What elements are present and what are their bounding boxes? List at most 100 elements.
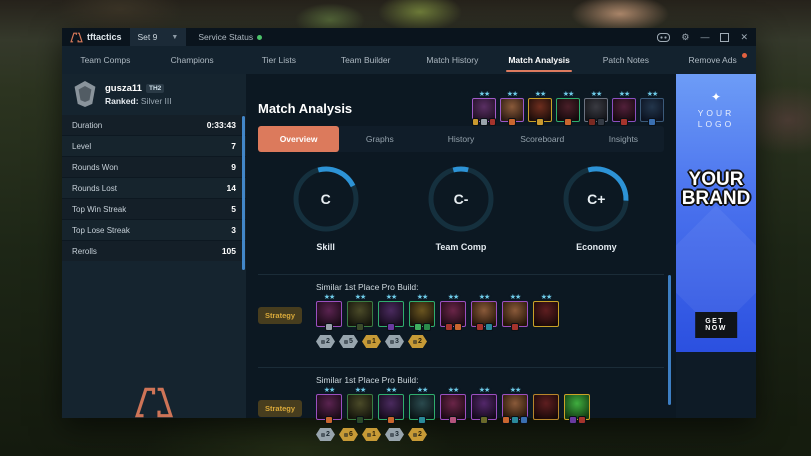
champion-tile[interactable]: ★★ xyxy=(316,387,342,424)
champion-tile[interactable]: ★★ xyxy=(502,294,528,331)
stat-row-rounds-lost: Rounds Lost 14 xyxy=(62,178,246,198)
champion-tile[interactable]: ★★ xyxy=(502,387,528,424)
titlebar: tftactics Set 9 ▼ Service Status ⚙ — ✕ xyxy=(62,28,756,46)
item-icons xyxy=(556,118,580,126)
champion-tile[interactable]: ★★ xyxy=(584,91,608,126)
nav-tab-champions[interactable]: Champions xyxy=(149,46,236,74)
service-status[interactable]: Service Status xyxy=(198,32,263,42)
ad-banner[interactable]: ✦ YOUR LOGO YOUR BRAND GET NOW xyxy=(676,74,756,352)
sidebar-scrollbar[interactable] xyxy=(242,116,245,270)
nav-tab-match-analysis[interactable]: Match Analysis xyxy=(496,46,583,74)
main-content: Match Analysis ★★ ★★ ★★ ★★ ★★ ★★ ★★ Overview Gr… xyxy=(246,74,676,441)
pro-build-row: Strategy Similar 1st Place Pro Build: ★★ ★★… xyxy=(258,275,664,357)
champion-tile[interactable]: ★★ xyxy=(612,91,636,126)
trait-count: 2 xyxy=(418,431,422,438)
item-icon xyxy=(648,118,656,126)
item-icon xyxy=(488,118,496,126)
champion-tile[interactable]: ★★ xyxy=(500,91,524,126)
trait-count: 1 xyxy=(372,431,376,438)
settings-gear-icon[interactable]: ⚙ xyxy=(681,31,690,42)
nav-tab-label: Match Analysis xyxy=(508,55,570,65)
champion-portrait xyxy=(347,394,373,420)
item-icon xyxy=(596,118,605,126)
nav-tab-match-history[interactable]: Match History xyxy=(409,46,496,74)
star-level-icons: ★★ xyxy=(478,91,491,98)
subtab-history[interactable]: History xyxy=(447,134,475,144)
item-icon xyxy=(387,323,395,331)
ad-column: ✦ YOUR LOGO YOUR BRAND GET NOW xyxy=(676,74,756,418)
stat-row-top-win-streak: Top Win Streak 5 xyxy=(62,199,246,219)
champion-tile[interactable]: ★★ xyxy=(471,387,497,424)
champion-portrait xyxy=(316,394,342,420)
champion-tile[interactable]: ★★ xyxy=(378,387,404,424)
trait-badge: 2 xyxy=(408,335,427,348)
stat-label: Level xyxy=(72,141,92,151)
item-icons xyxy=(378,323,404,331)
item-icon xyxy=(356,416,364,424)
item-icons xyxy=(612,118,636,126)
discord-icon[interactable] xyxy=(657,32,671,42)
nav-tab-label: Team Comps xyxy=(80,55,131,65)
star-level-icons: ★★ xyxy=(509,387,522,394)
trait-icon xyxy=(390,432,395,437)
nav-tab-tier-lists[interactable]: Tier Lists xyxy=(236,46,323,74)
stat-label: Rerolls xyxy=(72,246,97,256)
champion-tile[interactable]: ★★ xyxy=(528,91,552,126)
main-scrollbar[interactable] xyxy=(668,275,671,405)
trait-icon xyxy=(413,339,418,344)
nav-tab-label: Patch Notes xyxy=(602,55,650,65)
set-selector-value: Set 9 xyxy=(137,32,158,42)
star-level-icons: ★★ xyxy=(562,91,575,98)
champion-tile[interactable]: ★★ xyxy=(409,387,435,424)
champion-tile[interactable] xyxy=(533,394,559,420)
champion-tile[interactable]: ★★ xyxy=(440,387,466,424)
subtab-scoreboard[interactable]: Scoreboard xyxy=(520,134,565,144)
champion-tile[interactable]: ★★ xyxy=(640,91,664,126)
champion-tile[interactable]: ★★ xyxy=(378,294,404,331)
nav-tab-patch-notes[interactable]: Patch Notes xyxy=(583,46,670,74)
subtab-graphs[interactable]: Graphs xyxy=(365,134,394,144)
gauge-team-comp: C- Team Comp xyxy=(393,164,528,264)
item-icon xyxy=(568,416,577,424)
stat-label: Duration xyxy=(72,120,103,130)
star-level-icons: ★★ xyxy=(385,387,398,394)
champion-tile[interactable]: ★★ xyxy=(556,91,580,126)
trait-icon xyxy=(390,339,395,344)
champion-portrait xyxy=(440,394,466,420)
nav-tab-label: Team Builder xyxy=(340,55,391,65)
nav-tab-remove-ads[interactable]: Remove Ads xyxy=(669,46,756,74)
trait-badge: 3 xyxy=(385,335,404,348)
champion-tile[interactable]: ★★ xyxy=(440,294,466,331)
get-now-button[interactable]: GET NOW xyxy=(695,312,737,338)
subtab-insights[interactable]: Insights xyxy=(608,134,639,144)
set-selector[interactable]: Set 9 ▼ xyxy=(129,28,187,46)
gauge-ring: C- xyxy=(426,164,496,234)
subtab-overview[interactable]: Overview xyxy=(258,126,340,152)
stat-row-top-lose-streak: Top Lose Streak 3 xyxy=(62,220,246,240)
trait-count: 3 xyxy=(395,431,399,438)
trait-badges: 2 5 1 3 2 xyxy=(316,335,664,348)
close-button[interactable]: ✕ xyxy=(740,31,748,42)
star-level-icons: ★★ xyxy=(416,387,429,394)
champion-tile[interactable]: ★★ xyxy=(471,294,497,331)
champion-tile[interactable]: ★★ xyxy=(347,294,373,331)
stat-row-rounds-won: Rounds Won 9 xyxy=(62,157,246,177)
champion-tile[interactable] xyxy=(564,394,590,424)
item-icons xyxy=(472,118,496,126)
gauge-grade: C+ xyxy=(587,191,606,207)
stats-list: Duration 0:33:43 Level 7 Rounds Won 9 Rounds L… xyxy=(62,115,246,261)
trait-count: 2 xyxy=(326,338,330,345)
nav-tab-team-comps[interactable]: Team Comps xyxy=(62,46,149,74)
champion-tile[interactable]: ★★ xyxy=(472,91,496,126)
item-icon xyxy=(472,118,480,126)
champion-tile[interactable]: ★★ xyxy=(347,387,373,424)
champion-tile[interactable]: ★★ xyxy=(409,294,435,331)
champion-portrait xyxy=(347,301,373,327)
maximize-button[interactable] xyxy=(720,32,730,42)
minimize-button[interactable]: — xyxy=(700,31,710,42)
stat-label: Rounds Lost xyxy=(72,183,117,193)
trait-icon xyxy=(367,432,372,437)
champion-tile[interactable]: ★★ xyxy=(533,294,559,327)
champion-tile[interactable]: ★★ xyxy=(316,294,342,331)
nav-tab-team-builder[interactable]: Team Builder xyxy=(322,46,409,74)
